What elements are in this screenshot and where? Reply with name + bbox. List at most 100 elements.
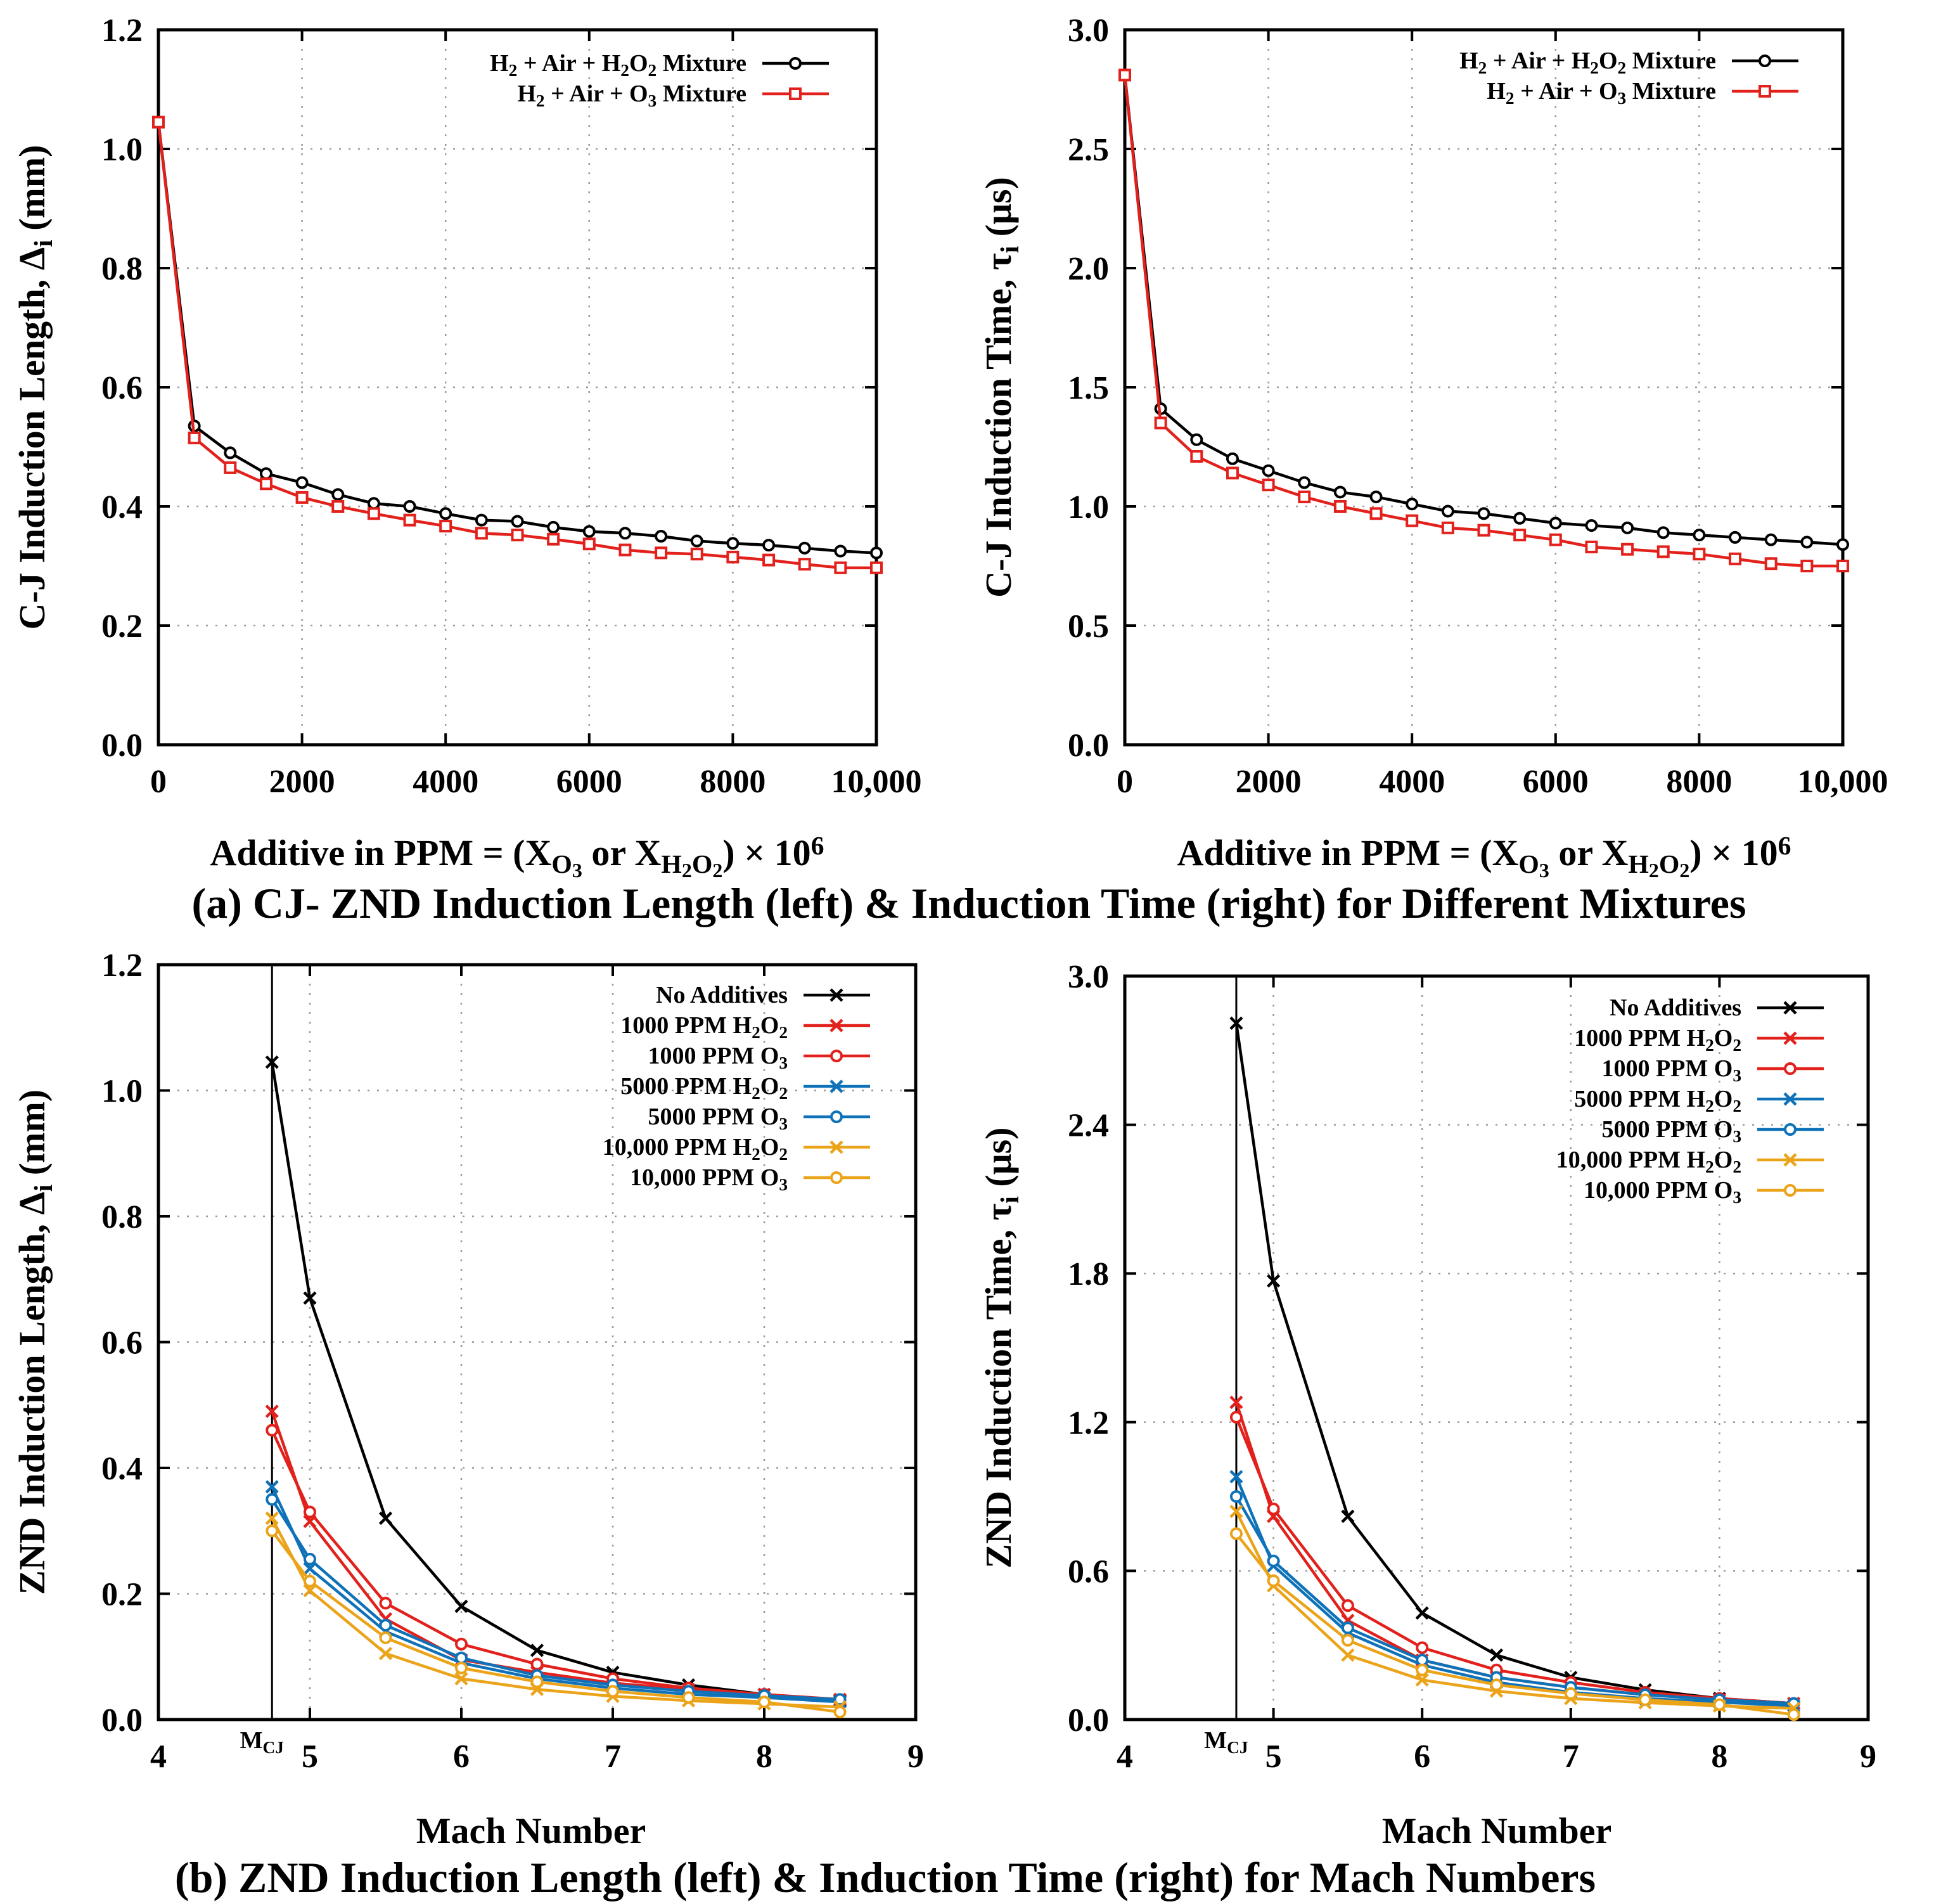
y-tick-label: 0.2: [101, 1577, 143, 1613]
legend-marker: [830, 1171, 843, 1184]
chart-induction-length-cj: 0 2000 4000 6000 8000 10,000 0.0 0.2 0.4 0.6 0.8 1.…: [11, 13, 922, 882]
data-point: [303, 1562, 317, 1576]
data-point: [265, 1511, 279, 1525]
series-1000-ppm-h2o2: [265, 1405, 847, 1706]
legend-label-part: 3: [1733, 1188, 1741, 1207]
y-axis-label: C-J Induction Time, τi (μs): [978, 177, 1025, 598]
y-tick-label: 0.0: [101, 728, 143, 764]
data-point: [690, 534, 703, 548]
legend-label-part: + Air + O: [1515, 78, 1618, 105]
data-point: [304, 1552, 316, 1566]
legend-label: 1000 PPM H2O2: [1574, 1025, 1741, 1055]
data-point: [1656, 545, 1670, 558]
series-10-000-ppm-h2o2: [1229, 1504, 1801, 1716]
data-point: [303, 1291, 317, 1305]
legend-label: 10,000 PPM O3: [1584, 1177, 1741, 1207]
data-point: [530, 1643, 544, 1657]
mcj-label-main: M: [240, 1727, 263, 1754]
series-line: [271, 1429, 840, 1702]
data-point: [1513, 529, 1527, 542]
data-point: [547, 532, 560, 546]
legend-label-part: 1000 PPM O: [648, 1043, 779, 1069]
x-axis-label-part: H: [1628, 850, 1648, 879]
y-axis-label: C-J Induction Length, Δi (mm): [11, 145, 58, 630]
data-point: [1226, 466, 1239, 480]
data-point: [1333, 500, 1347, 513]
y-tick-label: 1.0: [101, 1074, 143, 1110]
legend-entry: H2 + Air + H2O2 Mixture: [490, 50, 829, 80]
data-point: [1513, 511, 1527, 525]
legend-label-part: Mixture: [657, 50, 746, 77]
data-point: [266, 1524, 279, 1538]
series-5000-ppm-o3: [266, 1493, 847, 1706]
legend-label-part: O: [1714, 1086, 1733, 1112]
legend-label-part: 2: [1705, 1036, 1714, 1055]
y-tick-label: 0.6: [101, 1325, 143, 1361]
data-point: [1564, 1687, 1577, 1700]
chart-induction-time-mach: 4 5 6 7 8 9 0.0 0.6 1.2 1.8 2.4 3.0 ZND Induction Ti…: [978, 959, 1876, 1851]
x-tick-label: 6: [453, 1739, 470, 1775]
caption-b: (b) ZND Induction Length (left) & Induct…: [175, 1853, 1596, 1901]
x-tick-label: 8000: [700, 764, 766, 800]
legend-marker: [1784, 1062, 1797, 1075]
series-h2-air-o3-mixture: [152, 115, 883, 574]
data-point: [1764, 557, 1778, 570]
legend-label-part: 1000 PPM O: [1601, 1055, 1733, 1082]
data-point: [618, 543, 632, 556]
data-point: [1477, 507, 1490, 520]
x-axis-label: Additive in PPM = (XO3 or XH2O2) × 106: [1177, 832, 1791, 882]
data-point: [224, 446, 237, 460]
data-point: [265, 1055, 279, 1069]
data-point: [379, 1619, 392, 1632]
legend-entry: 5000 PPM O3: [648, 1103, 870, 1133]
x-axis-label-part: 2: [682, 859, 692, 882]
legend-marker: [789, 87, 802, 100]
legend-label-part: 3: [1618, 89, 1627, 108]
y-axis-label-unit: (μs): [978, 1128, 1019, 1197]
legend-label-part: 2: [1590, 58, 1599, 77]
y-axis-label-main: C-J Induction Length, Δ: [11, 247, 53, 630]
legend-label-part: 3: [779, 1053, 788, 1072]
y-tick-label: 3.0: [1068, 959, 1109, 995]
data-point: [1341, 1621, 1354, 1635]
legend-label-part: O: [1714, 1025, 1733, 1052]
legend-label: 5000 PPM H2O2: [620, 1073, 788, 1103]
data-point: [295, 491, 309, 504]
data-point: [582, 537, 596, 551]
x-tick-label: 7: [1563, 1739, 1579, 1775]
data-point: [1341, 1648, 1355, 1662]
y-axis-label-sub: i: [29, 240, 58, 247]
legend-entry: H2 + Air + O3 Mixture: [1487, 78, 1798, 108]
legend-label-part: 2: [1618, 58, 1627, 77]
data-point: [295, 476, 309, 489]
data-point: [1489, 1648, 1504, 1662]
legend-label-part: Mixture: [657, 80, 746, 107]
data-point: [582, 525, 596, 538]
data-point: [1787, 1708, 1800, 1721]
series-h2-air-h2o2-mixture: [152, 115, 883, 560]
legend-label: 1000 PPM O3: [648, 1043, 788, 1072]
data-point: [870, 546, 883, 560]
chart-induction-length-mach: 4 5 6 7 8 9 0.0 0.2 0.4 0.6 0.8 1.0 1.2 ZND Induction…: [11, 948, 924, 1851]
legend-label-part: 2: [1733, 1157, 1741, 1176]
legend-marker: [830, 1019, 843, 1032]
x-axis-label-part: ): [1689, 832, 1701, 873]
data-point: [530, 1657, 544, 1671]
series-10-000-ppm-o3: [1229, 1527, 1800, 1721]
legend-label-part: 1000 PPM H: [620, 1012, 752, 1039]
legend-label: 5000 PPM O3: [648, 1103, 788, 1133]
y-tick-label: 1.5: [1068, 370, 1109, 406]
x-tick-label: 10,000: [831, 764, 922, 800]
mcj-label: MCJ: [1204, 1727, 1248, 1757]
series-line: [1235, 1533, 1794, 1716]
legend-label: H2 + Air + H2O2 Mixture: [490, 50, 746, 80]
mcj-label-main: M: [1204, 1727, 1227, 1754]
legend-label-part: O: [760, 1012, 779, 1039]
data-point: [833, 1706, 847, 1719]
x-axis-label-part: 3: [572, 859, 582, 882]
x-tick-label: 7: [605, 1739, 621, 1775]
data-point: [1406, 514, 1419, 527]
data-point: [834, 561, 847, 574]
data-point: [1229, 1527, 1243, 1540]
y-tick-label: 0.4: [101, 1451, 143, 1487]
